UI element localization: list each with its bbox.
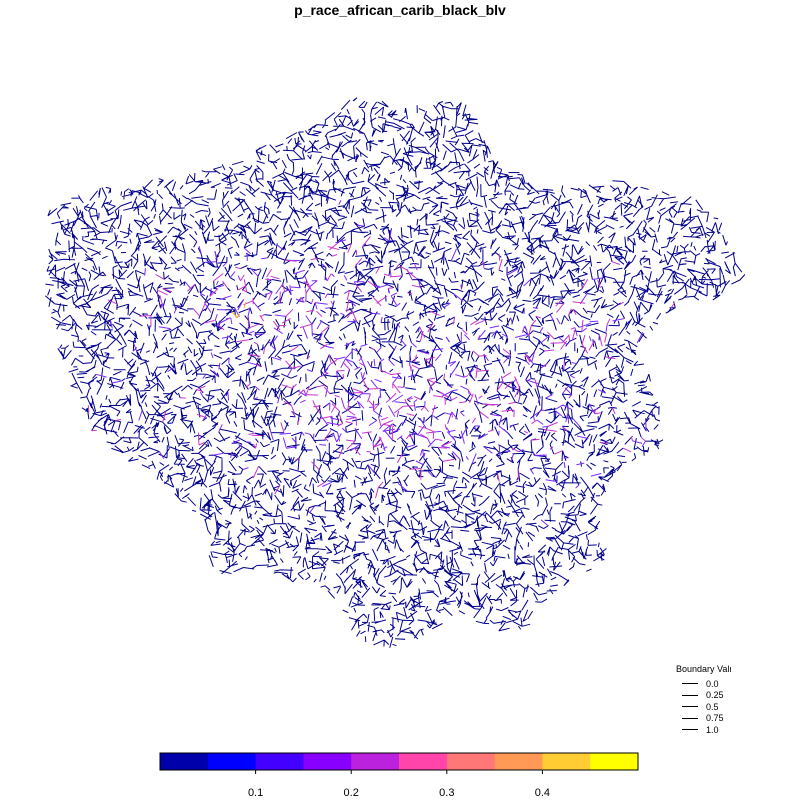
boundary-segments <box>87 236 675 499</box>
legend-title: Boundary Valı <box>676 664 732 674</box>
legend-entry: 0.5 <box>676 701 732 713</box>
boundary-segments <box>44 97 746 648</box>
legend-line-1 <box>682 694 698 696</box>
boundary-value-legend: Boundary Valı 0.0 0.25 0.5 0.75 1.0 <box>676 664 732 736</box>
legend-label-1: 0.25 <box>706 690 724 701</box>
legend-line-0 <box>682 683 698 685</box>
map-title: p_race_african_carib_black_blv <box>294 2 506 18</box>
legend-entry: 1.0 <box>676 724 732 736</box>
legend-line-4 <box>682 729 698 731</box>
legend-entry: 0.0 <box>676 678 732 690</box>
legend-line-2 <box>682 706 698 708</box>
boundary-segments <box>95 200 647 526</box>
boundary-segments-hot <box>231 301 247 319</box>
legend-label-4: 1.0 <box>706 724 719 735</box>
legend-label-2: 0.5 <box>706 701 719 712</box>
legend-line-3 <box>682 717 698 719</box>
legend-label-0: 0.0 <box>706 678 719 689</box>
boundary-lines <box>44 97 746 648</box>
legend-label-3: 0.75 <box>706 713 724 724</box>
legend-entry: 0.25 <box>676 690 732 702</box>
legend-entry: 0.75 <box>676 713 732 725</box>
